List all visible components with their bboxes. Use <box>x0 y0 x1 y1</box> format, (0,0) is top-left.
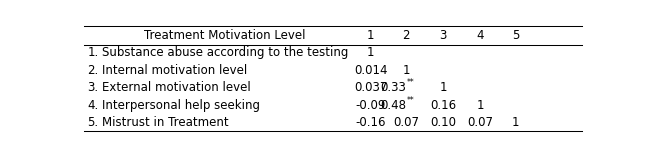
Text: 1: 1 <box>512 116 519 129</box>
Text: External motivation level: External motivation level <box>103 81 251 94</box>
Text: 0.014: 0.014 <box>354 64 387 77</box>
Text: 0.07: 0.07 <box>467 116 493 129</box>
Text: 3.: 3. <box>87 81 98 94</box>
Text: 0.037: 0.037 <box>354 81 387 94</box>
Text: Interpersonal help seeking: Interpersonal help seeking <box>103 99 261 111</box>
Text: 4: 4 <box>476 29 484 42</box>
Text: Substance abuse according to the testing: Substance abuse according to the testing <box>103 46 349 59</box>
Text: 1.: 1. <box>87 46 99 59</box>
Text: 2.: 2. <box>87 64 99 77</box>
Text: 2: 2 <box>402 29 410 42</box>
Text: 0.07: 0.07 <box>393 116 419 129</box>
Text: 1: 1 <box>367 46 374 59</box>
Text: Mistrust in Treatment: Mistrust in Treatment <box>103 116 229 129</box>
Text: 0.33: 0.33 <box>380 81 406 94</box>
Text: -0.16: -0.16 <box>356 116 386 129</box>
Text: 0.48: 0.48 <box>380 99 406 111</box>
Text: 1: 1 <box>402 64 410 77</box>
Text: 1: 1 <box>367 29 374 42</box>
Text: 0.10: 0.10 <box>430 116 456 129</box>
Text: 5.: 5. <box>87 116 98 129</box>
Text: 4.: 4. <box>87 99 99 111</box>
Text: 0.16: 0.16 <box>430 99 456 111</box>
Text: Treatment Motivation Level: Treatment Motivation Level <box>144 29 306 42</box>
Text: Internal motivation level: Internal motivation level <box>103 64 248 77</box>
Text: -0.09: -0.09 <box>356 99 386 111</box>
Text: 1: 1 <box>476 99 484 111</box>
Text: 3: 3 <box>439 29 447 42</box>
Text: 5: 5 <box>512 29 519 42</box>
Text: **: ** <box>407 96 415 105</box>
Text: **: ** <box>407 78 415 87</box>
Text: 1: 1 <box>439 81 447 94</box>
